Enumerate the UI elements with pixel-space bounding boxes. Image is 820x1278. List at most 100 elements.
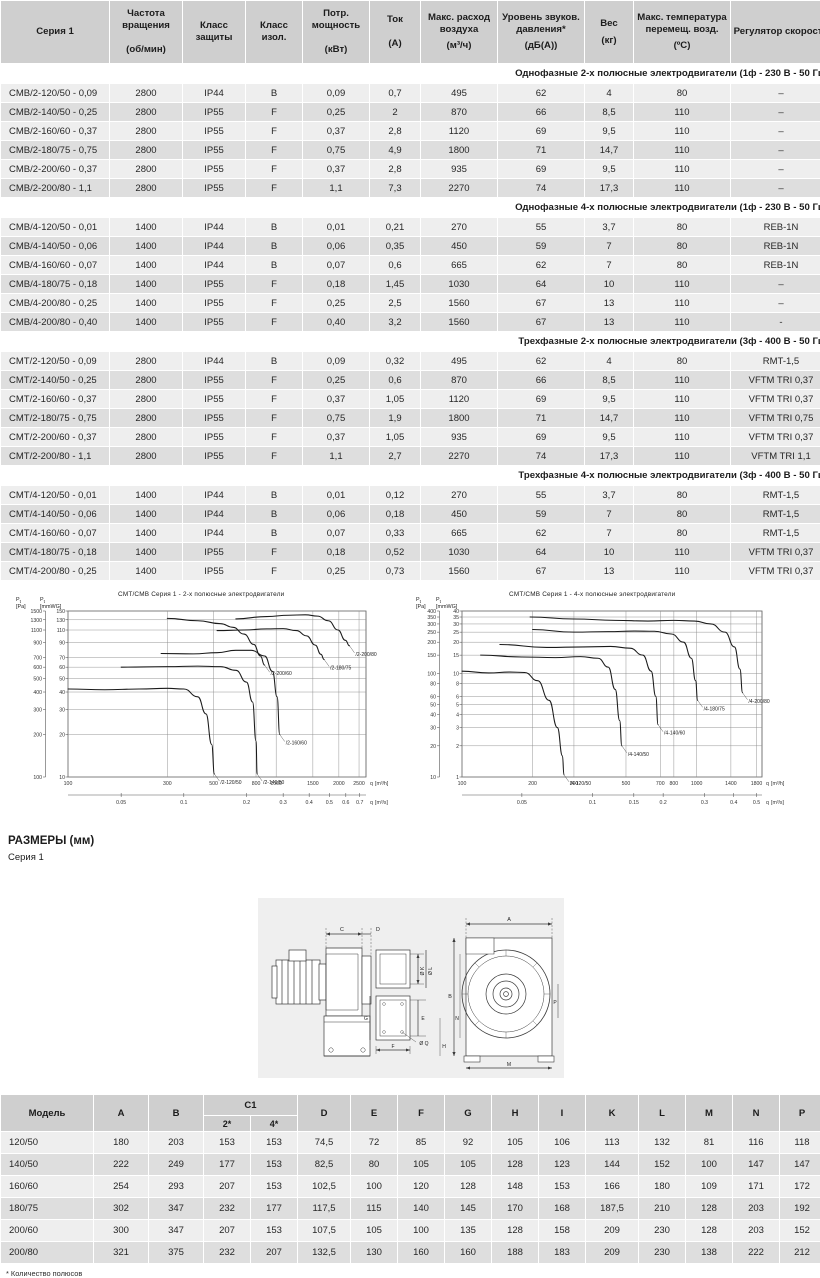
data-cell: B bbox=[246, 237, 302, 255]
model-cell: CMT/2-120/50 - 0,09 bbox=[1, 352, 109, 370]
dims-value-cell: 105 bbox=[351, 1220, 397, 1241]
data-cell: 0,6 bbox=[370, 371, 420, 389]
svg-text:40: 40 bbox=[453, 609, 459, 615]
col-header-unit: (ºC) bbox=[673, 40, 691, 52]
svg-text:2500: 2500 bbox=[353, 781, 365, 787]
data-cell: 59 bbox=[498, 505, 584, 523]
table-row: CMT/2-160/60 - 0,37 2800 IP55 F 0,37 1,05 1120… bbox=[1, 390, 820, 408]
data-cell: 1400 bbox=[110, 256, 182, 274]
data-cell: F bbox=[246, 294, 302, 312]
data-cell: 870 bbox=[421, 103, 497, 121]
data-cell: F bbox=[246, 179, 302, 197]
data-cell: 2800 bbox=[110, 428, 182, 446]
data-cell: 1,9 bbox=[370, 409, 420, 427]
model-cell: CMT/2-140/50 - 0,25 bbox=[1, 371, 109, 389]
data-cell: F bbox=[246, 543, 302, 561]
data-cell: 0,09 bbox=[303, 84, 369, 102]
svg-text:0.3: 0.3 bbox=[701, 800, 708, 806]
dims-value-cell: 347 bbox=[149, 1198, 203, 1219]
data-cell: 9,5 bbox=[585, 428, 633, 446]
dims-value-cell: 80 bbox=[351, 1154, 397, 1175]
data-cell: 0,37 bbox=[303, 160, 369, 178]
dims-model-cell: 180/75 bbox=[1, 1198, 93, 1219]
data-cell: 55 bbox=[498, 486, 584, 504]
data-cell: 2270 bbox=[421, 447, 497, 465]
dims-value-cell: 120 bbox=[398, 1176, 444, 1197]
dims-col-header-l: L bbox=[639, 1095, 685, 1131]
data-cell: 64 bbox=[498, 543, 584, 561]
data-cell: B bbox=[246, 84, 302, 102]
col-header-title: Класс защиты bbox=[195, 20, 233, 43]
model-cell: CMB/2-120/50 - 0,09 bbox=[1, 84, 109, 102]
data-cell: 110 bbox=[634, 179, 730, 197]
col-header-title: Вес bbox=[600, 17, 618, 29]
svg-text:0.6: 0.6 bbox=[342, 800, 349, 806]
svg-text:60: 60 bbox=[59, 665, 65, 671]
dims-col-header-f: F bbox=[398, 1095, 444, 1131]
dims-value-cell: 232 bbox=[204, 1242, 250, 1263]
data-cell: 495 bbox=[421, 352, 497, 370]
model-cell: CMT/2-180/75 - 0,75 bbox=[1, 409, 109, 427]
data-cell: 2 bbox=[370, 103, 420, 121]
data-cell: F bbox=[246, 160, 302, 178]
data-cell: 2800 bbox=[110, 179, 182, 197]
svg-text:[m³/h]: [m³/h] bbox=[375, 781, 389, 787]
svg-text:300: 300 bbox=[570, 781, 579, 787]
table-row: CMT/4-200/80 - 0,25 1400 IP55 F 0,25 0,73 1560… bbox=[1, 562, 820, 580]
col-header-title: Макс. температура перемещ. возд. bbox=[637, 11, 727, 35]
svg-text:100: 100 bbox=[458, 781, 467, 787]
model-cell: CMB/2-160/60 - 0,37 bbox=[1, 122, 109, 140]
table-row: CMB/2-140/50 - 0,25 2800 IP55 F 0,25 2 870 66 8,… bbox=[1, 103, 820, 121]
data-cell: RMT-1,5 bbox=[731, 486, 820, 504]
dims-value-cell: 249 bbox=[149, 1154, 203, 1175]
table-row: CMB/4-140/50 - 0,06 1400 IP44 B 0,06 0,35 450 5… bbox=[1, 237, 820, 255]
data-cell: 110 bbox=[634, 294, 730, 312]
dims-value-cell: 100 bbox=[351, 1176, 397, 1197]
data-cell: 0,25 bbox=[303, 103, 369, 121]
data-cell: 0,25 bbox=[303, 294, 369, 312]
col-header-title: Уровень звуков. давления* bbox=[502, 11, 580, 35]
dims-value-cell: 153 bbox=[204, 1132, 250, 1153]
dimensions-section-header: РАЗМЕРЫ (мм) Серия 1 bbox=[0, 821, 820, 863]
data-cell: 62 bbox=[498, 256, 584, 274]
svg-text:/2-200/60: /2-200/60 bbox=[271, 671, 292, 677]
dims-value-cell: 203 bbox=[733, 1220, 779, 1241]
data-cell: IP55 bbox=[183, 562, 245, 580]
svg-text:q: q bbox=[766, 781, 769, 787]
data-cell: 110 bbox=[634, 275, 730, 293]
data-cell: IP55 bbox=[183, 179, 245, 197]
model-cell: CMB/4-160/60 - 0,07 bbox=[1, 256, 109, 274]
data-cell: 13 bbox=[585, 562, 633, 580]
data-cell: 1120 bbox=[421, 122, 497, 140]
dims-col-header-a: A bbox=[94, 1095, 148, 1131]
data-cell: 1,05 bbox=[370, 390, 420, 408]
svg-text:[m³/s]: [m³/s] bbox=[375, 800, 389, 806]
table-row: CMT/2-200/60 - 0,37 2800 IP55 F 0,37 1,05 935 6… bbox=[1, 428, 820, 446]
dims-value-cell: 230 bbox=[639, 1220, 685, 1241]
data-cell: VFTM TRI 0,37 bbox=[731, 371, 820, 389]
svg-text:30: 30 bbox=[430, 726, 436, 732]
svg-text:10: 10 bbox=[59, 775, 65, 781]
svg-text:P: P bbox=[553, 1000, 557, 1006]
data-cell: 17,3 bbox=[585, 447, 633, 465]
table-row: CMB/4-200/80 - 0,25 1400 IP55 F 0,25 2,5 1560 6… bbox=[1, 294, 820, 312]
dims-value-cell: 115 bbox=[351, 1198, 397, 1219]
data-cell: 110 bbox=[634, 160, 730, 178]
data-cell: 2,8 bbox=[370, 160, 420, 178]
svg-text:1500: 1500 bbox=[30, 609, 42, 615]
data-cell: 1,45 bbox=[370, 275, 420, 293]
dims-value-cell: 85 bbox=[398, 1132, 444, 1153]
svg-text:0.4: 0.4 bbox=[730, 800, 737, 806]
chart-2-pole-ylabel-mmwg: Pt [mmWG] bbox=[40, 597, 62, 611]
data-cell: 0,37 bbox=[303, 390, 369, 408]
dims-value-cell: 302 bbox=[94, 1198, 148, 1219]
data-cell: 0,73 bbox=[370, 562, 420, 580]
data-cell: 7 bbox=[585, 256, 633, 274]
svg-text:2: 2 bbox=[456, 744, 459, 750]
dimension-drawing-svg: C D Ø K Ø L E bbox=[271, 917, 559, 1070]
data-cell: 0,35 bbox=[370, 237, 420, 255]
svg-text:G: G bbox=[364, 1016, 368, 1022]
dims-value-cell: 109 bbox=[686, 1176, 732, 1197]
data-cell: 67 bbox=[498, 294, 584, 312]
data-cell: 1030 bbox=[421, 275, 497, 293]
